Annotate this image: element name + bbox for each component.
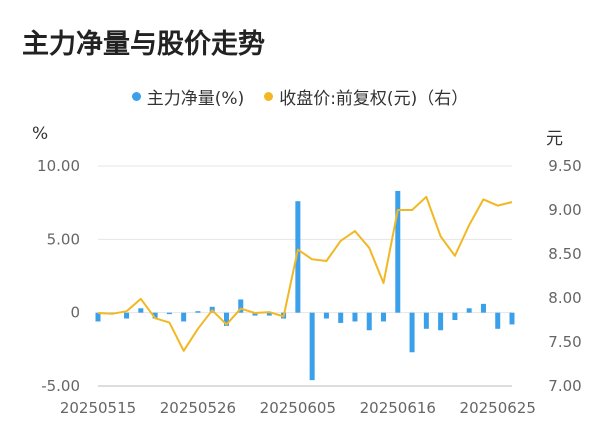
x-tick-label-0: 20250515 [60,399,136,417]
bar-21 [395,190,401,313]
right-axis-unit: 元 [546,129,563,149]
bar-10 [238,299,244,313]
left-tick-label-2: 0 [70,304,80,322]
bar-6 [181,312,187,322]
left-tick-label-3: -5.00 [41,377,80,395]
bar-19 [366,312,372,331]
bar-28 [495,312,501,329]
right-tick-label-3: 8.00 [548,289,581,307]
bar-12 [266,312,272,316]
bar-15 [309,312,315,381]
right-tick-label-5: 7.00 [548,377,581,395]
legend-item-line[interactable]: 收盘价:前复权(元)（右） [264,84,468,109]
bar-7 [195,311,201,313]
legend-bar-label: 主力净量(%) [146,89,245,109]
bar-22 [409,312,415,353]
x-tick-label-2: 20250605 [260,399,336,417]
legend-line-label: 收盘价:前复权(元)（右） [279,89,469,109]
bar-18 [352,312,358,322]
bar-4 [152,312,158,319]
x-tick-label-4: 20250625 [460,399,536,417]
legend-item-bar[interactable]: 主力净量(%) [131,84,245,109]
right-tick-label-2: 8.50 [548,245,581,263]
chart-title: 主力净量与股价走势 [22,29,265,60]
bar-14 [295,201,301,313]
chart-legend: 主力净量(%) 收盘价:前复权(元)（右） [0,84,600,109]
bar-24 [438,312,444,331]
bar-5 [166,312,172,315]
left-axis-unit: % [32,124,49,144]
right-tick-label-1: 9.00 [548,201,581,219]
bar-3 [138,308,144,313]
legend-line-marker [264,92,274,101]
right-tick-label-0: 9.50 [548,157,581,175]
x-tick-label-3: 20250616 [360,399,436,417]
left-tick-label-1: 5.00 [47,230,80,248]
bar-17 [338,312,344,323]
bar-20 [381,312,387,322]
bar-9 [223,312,229,326]
legend-bar-marker [131,92,141,101]
bar-27 [480,303,486,313]
bar-16 [323,312,329,319]
price-line [97,195,513,352]
bar-2 [124,312,130,319]
left-tick-label-0: 10.00 [37,157,80,175]
right-tick-label-4: 7.50 [548,333,581,351]
bar-0 [95,312,101,322]
bar-29 [509,312,515,325]
bar-11 [252,312,258,316]
x-tick-label-1: 20250526 [160,399,236,417]
bar-23 [423,312,429,329]
bar-26 [466,308,472,313]
bar-25 [452,312,458,320]
